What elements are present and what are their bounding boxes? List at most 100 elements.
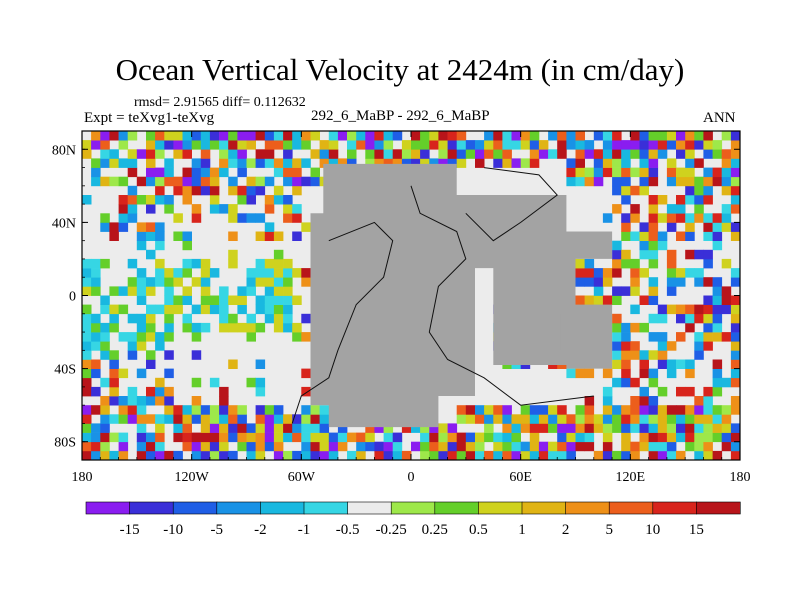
field-cell: [264, 204, 275, 214]
field-cell: [676, 432, 686, 443]
field-cell: [191, 158, 202, 168]
field-cell: [703, 332, 713, 342]
field-cell: [246, 332, 256, 342]
field-cell: [273, 167, 284, 178]
field-cell: [118, 222, 129, 232]
field-cell: [173, 450, 183, 460]
field-cell: [584, 295, 595, 305]
field-cell: [685, 441, 695, 452]
field-cell: [648, 295, 659, 305]
field-cell: [703, 386, 713, 397]
field-cell: [575, 423, 585, 433]
x-tick-label: 60W: [288, 470, 316, 485]
field-cell: [721, 432, 732, 443]
field-cell: [712, 277, 723, 287]
colorbar-swatch: [347, 501, 392, 515]
field-cell: [182, 149, 192, 159]
field-cell: [109, 432, 119, 443]
field-cell: [511, 140, 521, 150]
field-cell: [648, 158, 659, 168]
field-cell: [593, 414, 604, 424]
field-cell: [465, 140, 476, 150]
field-cell: [639, 396, 649, 406]
field-cell: [155, 304, 165, 315]
field-cell: [292, 322, 302, 333]
field-cell: [310, 441, 320, 452]
field-cell: [146, 149, 156, 159]
field-cell: [657, 231, 668, 241]
field-cell: [136, 368, 147, 379]
field-cell: [264, 131, 275, 141]
field-cell: [612, 414, 622, 424]
field-cell: [200, 258, 211, 269]
field-cell: [292, 167, 302, 178]
field-cell: [703, 423, 713, 433]
field-cell: [127, 195, 138, 205]
field-cell: [228, 204, 238, 214]
field-cell: [264, 414, 275, 424]
field-cell: [118, 332, 129, 342]
field-cell: [584, 167, 595, 178]
field-cell: [109, 231, 119, 241]
field-cell: [712, 377, 723, 388]
field-cell: [228, 213, 238, 223]
field-cell: [712, 176, 723, 187]
field-cell: [666, 131, 677, 141]
field-cell: [648, 131, 659, 141]
field-cell: [648, 195, 659, 205]
field-cell: [575, 414, 585, 424]
field-cell: [219, 432, 229, 443]
field-cell: [246, 277, 256, 287]
field-cell: [447, 423, 458, 433]
y-tick-label: 40N: [52, 216, 76, 231]
field-cell: [200, 140, 211, 150]
field-cell: [255, 231, 266, 241]
field-cell: [237, 295, 247, 305]
field-cell: [127, 405, 138, 415]
field-cell: [155, 176, 165, 187]
field-cell: [612, 268, 622, 278]
field-cell: [621, 222, 631, 232]
field-cell: [612, 140, 622, 150]
field-cell: [575, 441, 585, 452]
field-cell: [639, 441, 649, 452]
field-cell: [657, 213, 668, 223]
field-cell: [557, 432, 567, 443]
field-cell: [730, 359, 740, 369]
field-cell: [666, 277, 677, 287]
field-cell: [200, 405, 211, 415]
field-cell: [630, 377, 640, 388]
field-cell: [593, 450, 604, 460]
field-cell: [548, 131, 558, 141]
field-cell: [703, 222, 713, 232]
field-cell: [283, 204, 293, 214]
field-cell: [82, 140, 92, 150]
field-cell: [593, 149, 604, 159]
field-cell: [639, 414, 649, 424]
field-cell: [593, 158, 604, 168]
field-cell: [694, 405, 704, 415]
field-cell: [91, 322, 101, 333]
field-cell: [639, 405, 649, 415]
field-cell: [155, 195, 165, 205]
field-cell: [155, 377, 165, 388]
field-cell: [721, 295, 732, 305]
x-tick-label: 120E: [616, 470, 646, 485]
field-cell: [484, 423, 494, 433]
field-cell: [685, 222, 695, 232]
field-cell: [374, 140, 384, 150]
field-cell: [273, 286, 284, 296]
field-cell: [301, 332, 311, 342]
field-cell: [91, 441, 101, 452]
field-cell: [246, 377, 256, 388]
field-cell: [200, 286, 211, 296]
field-cell: [209, 405, 220, 415]
field-cell: [82, 258, 92, 269]
field-cell: [146, 286, 156, 296]
field-cell: [721, 332, 732, 342]
field-cell: [191, 140, 202, 150]
field-cell: [475, 441, 485, 452]
field-cell: [182, 423, 192, 433]
field-cell: [100, 450, 110, 460]
field-cell: [273, 295, 284, 305]
